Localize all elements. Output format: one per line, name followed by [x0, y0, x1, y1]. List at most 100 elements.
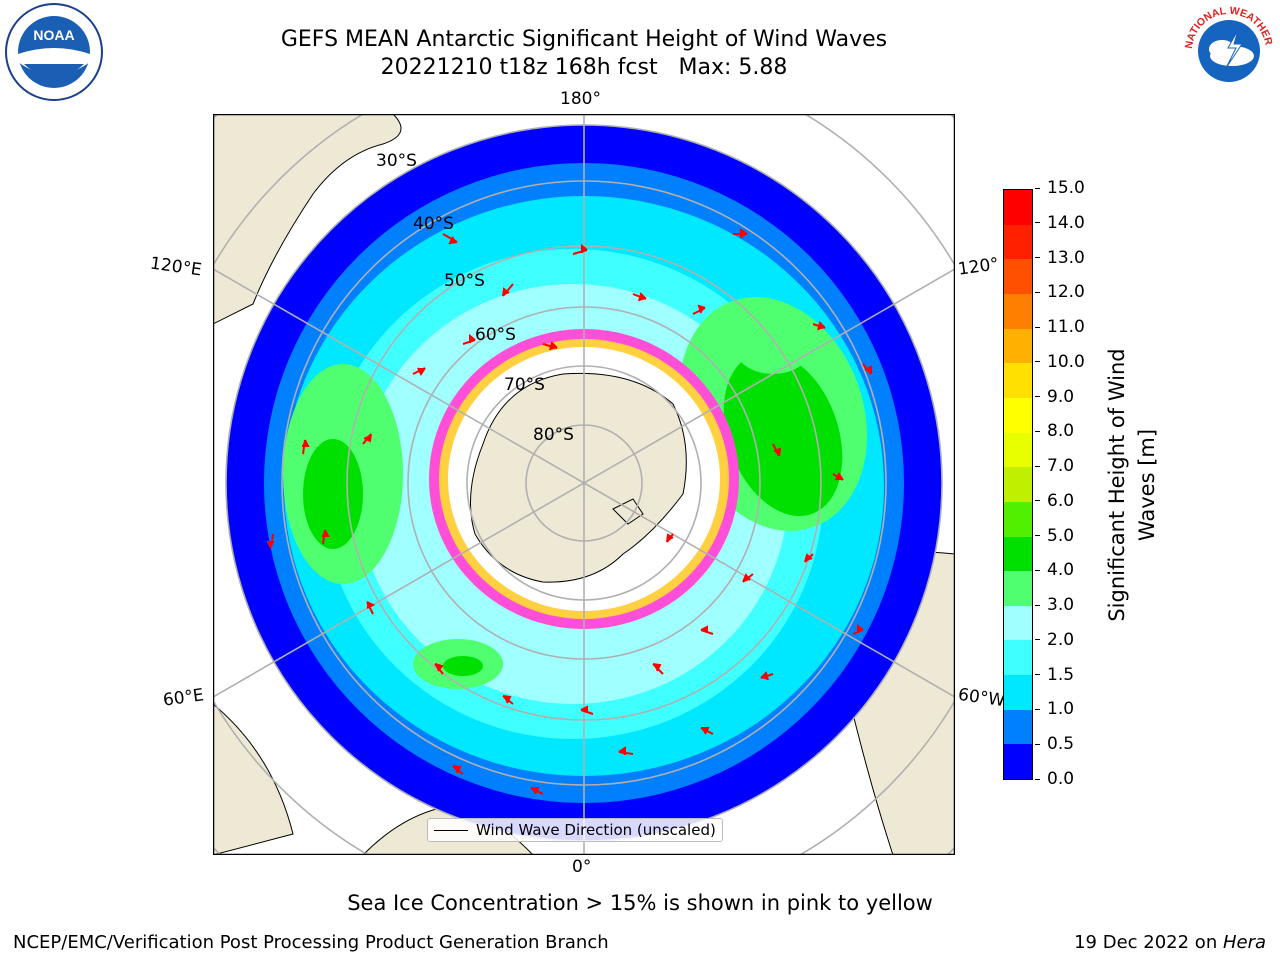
lon-label-60w: 60°W — [956, 684, 1007, 712]
wave-height-field — [226, 125, 942, 841]
colorbar-tick-label: 1.5 — [1047, 664, 1075, 685]
map-panel: 30°S 40°S 50°S 60°S 70°S 80°S — [212, 113, 956, 856]
colorbar-tick-label: 5.0 — [1047, 525, 1075, 546]
nws-logo: NATIONAL WEATHER SERVICE — [1176, 0, 1278, 100]
colorbar-tick-mark — [1035, 465, 1040, 467]
colorbar-segment — [1004, 363, 1032, 398]
colorbar-tick-label: 10.0 — [1047, 351, 1085, 372]
colorbar-segment — [1004, 467, 1032, 502]
colorbar-tick-label: 6.0 — [1047, 490, 1075, 511]
lat-label-80s: 80°S — [533, 425, 574, 445]
colorbar-tick-mark — [1035, 674, 1040, 676]
colorbar-tick-mark — [1035, 778, 1040, 780]
lat-label-30s: 30°S — [376, 151, 417, 171]
colorbar-tick: 0.0 — [1035, 769, 1074, 789]
colorbar-tick-mark — [1035, 361, 1040, 363]
colorbar-tick-mark — [1035, 708, 1040, 710]
colorbar-tick-label: 14.0 — [1047, 212, 1085, 233]
colorbar-tick: 8.0 — [1035, 421, 1074, 441]
colorbar-label-line2: Waves [m] — [1135, 428, 1159, 542]
colorbar-tick-label: 11.0 — [1047, 317, 1085, 338]
footer-host: Hera — [1222, 932, 1266, 953]
colorbar-segment — [1004, 744, 1032, 779]
chart-title-line1: GEFS MEAN Antarctic Significant Height o… — [280, 27, 888, 52]
colorbar-segment — [1004, 259, 1032, 295]
colorbar-tick-mark — [1035, 187, 1040, 189]
footer-right: 19 Dec 2022 on Hera — [1074, 932, 1266, 953]
colorbar-tick-mark — [1035, 500, 1040, 502]
colorbar-tick-mark — [1035, 396, 1040, 398]
sea-ice-note: Sea Ice Concentration > 15% is shown in … — [347, 891, 933, 915]
colorbar-segment — [1004, 571, 1032, 606]
colorbar-segment — [1004, 605, 1032, 641]
colorbar-segment — [1004, 675, 1032, 710]
colorbar-segment — [1004, 536, 1032, 572]
lon-label-180: 180° — [560, 89, 601, 109]
colorbar-tick-label: 1.0 — [1047, 699, 1075, 720]
colorbar-segment — [1004, 709, 1032, 745]
colorbar-tick-mark — [1035, 291, 1040, 293]
colorbar-tick-label: 2.0 — [1047, 629, 1075, 650]
colorbar-tick: 0.5 — [1035, 734, 1074, 754]
wind-arrows — [266, 228, 872, 795]
colorbar-segment — [1004, 224, 1032, 260]
colorbar-tick-mark — [1035, 639, 1040, 641]
chart-title-line2: 20221210 t18z 168h fcst Max: 5.88 — [380, 55, 788, 80]
colorbar-tick-label: 15.0 — [1047, 178, 1085, 198]
colorbar-tick-label: 7.0 — [1047, 456, 1075, 477]
colorbar-tick: 11.0 — [1035, 317, 1085, 337]
colorbar-segment — [1004, 328, 1032, 364]
lat-label-50s: 50°S — [444, 271, 485, 291]
polar-map: 30°S 40°S 50°S 60°S 70°S 80°S — [212, 113, 956, 856]
colorbar-tick: 2.0 — [1035, 630, 1074, 650]
lon-label-60e: 60°E — [161, 685, 206, 711]
lon-label-120e: 120°E — [148, 253, 203, 281]
colorbar-tick-label: 9.0 — [1047, 386, 1075, 407]
legend-line-swatch — [434, 829, 468, 831]
colorbar-tick-label: 0.5 — [1047, 734, 1075, 755]
africa-land — [213, 703, 294, 855]
colorbar-tick-label: 3.0 — [1047, 595, 1075, 616]
lat-label-40s: 40°S — [413, 214, 454, 234]
colorbar-segment — [1004, 294, 1032, 329]
lat-label-60s: 60°S — [475, 325, 516, 345]
colorbar-tick-label: 12.0 — [1047, 282, 1085, 303]
colorbar-tick: 10.0 — [1035, 352, 1085, 372]
colorbar — [1003, 189, 1033, 780]
legend-label: Wind Wave Direction (unscaled) — [476, 821, 716, 839]
colorbar-tick-label: 13.0 — [1047, 247, 1085, 268]
graticule — [213, 114, 955, 855]
colorbar-tick: 1.5 — [1035, 665, 1074, 685]
colorbar-tick: 12.0 — [1035, 282, 1085, 302]
colorbar-segment — [1004, 397, 1032, 433]
colorbar-segment — [1004, 190, 1032, 225]
colorbar-tick-mark — [1035, 569, 1040, 571]
colorbar-ticks: 15.0 14.0 13.0 12.0 11.0 10.0 9.0 8.0 7.0 6.0 5.0 4… — [1035, 178, 1105, 789]
colorbar-tick-mark — [1035, 326, 1040, 328]
footer-date: 19 Dec 2022 on — [1074, 932, 1223, 953]
colorbar-tick: 9.0 — [1035, 387, 1074, 407]
noaa-logo: NOAA — [4, 2, 104, 102]
colorbar-tick: 4.0 — [1035, 560, 1074, 580]
legend: Wind Wave Direction (unscaled) — [427, 818, 723, 842]
colorbar-tick: 14.0 — [1035, 213, 1085, 233]
colorbar-segment — [1004, 432, 1032, 468]
colorbar-segment — [1004, 501, 1032, 537]
colorbar-tick-label: 0.0 — [1047, 769, 1075, 789]
colorbar-tick: 13.0 — [1035, 248, 1085, 268]
colorbar-tick-mark — [1035, 257, 1040, 259]
lon-label-120w: 120° — [956, 254, 1001, 280]
map-frame — [212, 113, 956, 856]
colorbar-tick-mark — [1035, 222, 1040, 224]
antarctica-land — [470, 372, 687, 583]
australia-land — [213, 114, 402, 325]
colorbar-tick: 3.0 — [1035, 595, 1074, 615]
footer-left: NCEP/EMC/Verification Post Processing Pr… — [13, 932, 609, 953]
lon-label-0: 0° — [572, 857, 592, 877]
lat-label-70s: 70°S — [504, 375, 545, 395]
colorbar-tick-mark — [1035, 743, 1040, 745]
colorbar-tick: 5.0 — [1035, 526, 1074, 546]
colorbar-tick-label: 8.0 — [1047, 421, 1075, 442]
colorbar-label-line1: Significant Height of Wind — [1105, 348, 1129, 622]
colorbar-tick-mark — [1035, 604, 1040, 606]
